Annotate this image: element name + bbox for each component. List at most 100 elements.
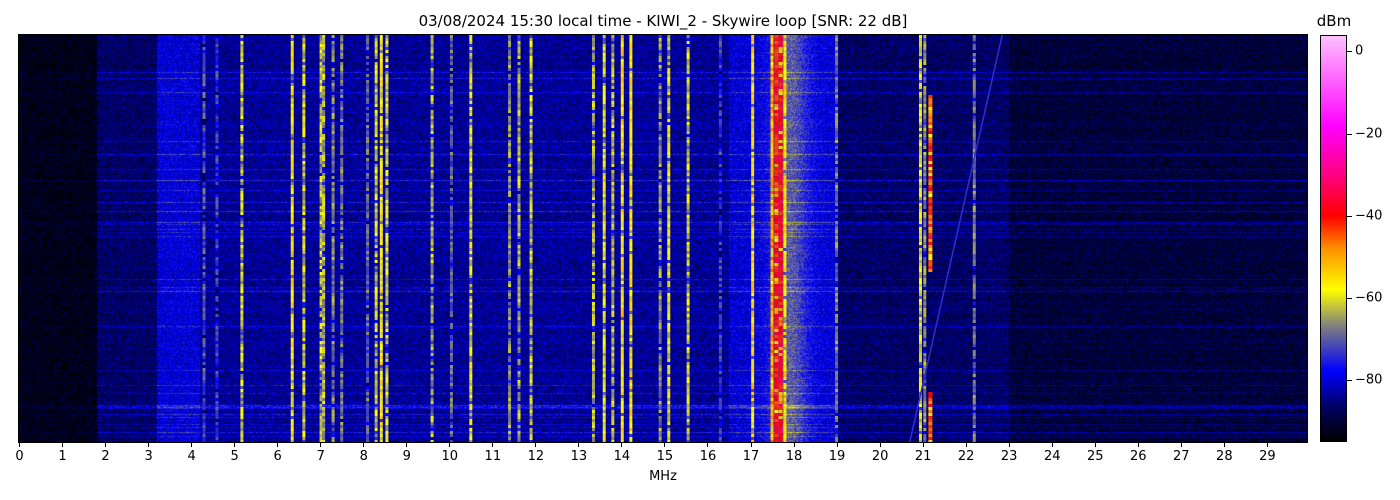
x-tick [234,442,236,447]
signal-line [449,35,453,442]
x-tick-label: 22 [957,449,975,464]
x-tick [621,442,623,447]
x-tick [922,442,924,447]
x-tick-label: 0 [15,449,24,464]
colorbar-tick [1347,215,1352,217]
signal-line [928,95,933,442]
colorbar-tick [1347,380,1352,382]
x-tick-label: 24 [1043,449,1061,464]
colorbar [1320,35,1347,442]
signal-line [385,35,389,442]
x-tick [1008,442,1010,447]
x-tick-label: 26 [1129,449,1147,464]
signal-line [322,35,326,442]
x-tick-label: 4 [187,449,196,464]
colorbar-label: dBm [1316,12,1352,30]
colorbar-tick [1347,133,1352,135]
colorbar-tick-label: −40 [1355,208,1383,224]
x-tick [1266,442,1268,447]
signal-line [529,35,533,442]
colorbar-tick-label: −20 [1355,126,1383,142]
noise-background [19,35,1307,442]
signal-line [340,35,344,442]
x-tick-label: 13 [570,449,588,464]
signal-line [202,35,206,442]
x-tick-label: 25 [1086,449,1104,464]
x-tick [1223,442,1225,447]
x-tick-label: 19 [828,449,846,464]
sweep-line [908,35,1003,442]
colorbar-tick [1347,51,1352,53]
x-tick-label: 16 [699,449,717,464]
x-tick-label: 17 [742,449,760,464]
signal-line [591,35,595,442]
colorbar-tick-label: −80 [1355,372,1383,388]
x-tick-label: 12 [527,449,545,464]
x-tick-label: 11 [484,449,502,464]
signal-line [517,35,521,442]
x-tick-label: 6 [273,449,282,464]
x-tick [1051,442,1053,447]
x-tick [363,442,365,447]
x-tick-label: 20 [871,449,889,464]
x-tick [19,442,20,447]
x-tick [406,442,408,447]
chart-title: 03/08/2024 15:30 local time - KIWI_2 - S… [418,12,908,30]
signal-line [430,35,434,442]
x-tick-label: 3 [144,449,153,464]
x-tick-label: 28 [1216,449,1233,464]
x-tick [148,442,150,447]
x-tick [105,442,107,447]
x-tick [707,442,709,447]
x-tick [750,442,752,447]
signals-layer [202,35,1003,442]
signal-line [620,35,624,442]
x-tick [1137,442,1139,447]
signal-line [331,35,335,442]
signal-line [319,35,323,442]
x-tick-label: 5 [230,449,239,464]
signal-line [774,35,779,442]
signal-line [611,35,615,442]
x-tick [535,442,537,447]
x-tick [320,442,322,447]
x-tick-label: 1 [58,449,67,464]
signal-line [972,35,976,442]
x-tick-label: 21 [914,449,932,464]
signal-line [667,35,671,442]
signal-line [718,35,722,442]
signal-line [751,35,755,442]
x-tick [836,442,838,447]
x-tick [664,442,666,447]
x-axis-label: MHz [649,469,677,484]
x-tick [62,442,64,447]
colorbar-tick-label: −60 [1355,290,1383,306]
x-tick-label: 29 [1259,449,1276,464]
x-tick [1180,442,1182,447]
signal-line [469,35,473,442]
x-tick-label: 14 [613,449,631,464]
waterfall-plot [19,35,1307,442]
signal-line [783,35,787,442]
x-tick [191,442,193,447]
signal-line [302,35,306,442]
x-tick-label: 2 [101,449,110,464]
colorbar-tick-label: 0 [1355,43,1364,59]
signal-line [508,35,512,442]
x-tick [965,442,967,447]
signal-line [770,35,774,442]
signal-line [923,35,927,442]
x-tick-label: 15 [656,449,674,464]
x-tick [492,442,494,447]
x-tick [793,442,795,447]
x-tick-label: 27 [1173,449,1190,464]
signal-line [379,35,383,442]
signal-line [918,35,922,442]
x-tick [277,442,279,447]
signal-line [240,35,244,442]
x-tick [449,442,451,447]
x-tick-label: 9 [402,449,411,464]
signal-line [686,35,690,442]
x-tick-label: 18 [785,449,803,464]
signal-line [835,35,839,442]
